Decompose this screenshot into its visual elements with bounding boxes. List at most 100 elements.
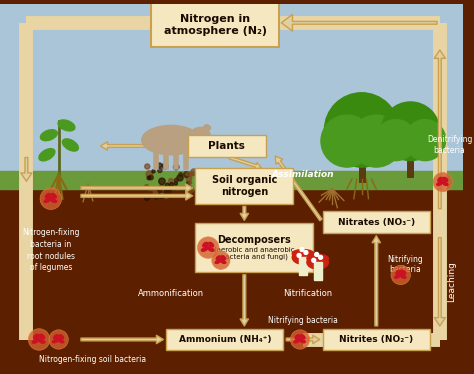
FancyBboxPatch shape [188,135,266,157]
Circle shape [405,120,446,160]
Circle shape [159,178,165,185]
Ellipse shape [437,183,442,186]
Circle shape [40,188,62,209]
Circle shape [164,194,168,199]
Circle shape [190,172,194,176]
Ellipse shape [53,340,58,343]
Circle shape [381,102,440,160]
Text: (aerobic and anaerobic
bacteria and fungi): (aerobic and anaerobic bacteria and fung… [214,246,294,260]
Text: Nitrifying
bacteria: Nitrifying bacteria [388,255,423,274]
Ellipse shape [221,261,226,263]
Circle shape [151,187,155,191]
Ellipse shape [63,139,78,151]
Circle shape [165,183,169,187]
Circle shape [165,189,170,194]
Circle shape [146,171,153,177]
Bar [314,262,321,280]
Ellipse shape [203,242,208,247]
Circle shape [158,188,162,192]
Circle shape [174,182,177,185]
Circle shape [375,120,416,160]
Circle shape [160,193,164,197]
Circle shape [291,330,310,349]
Circle shape [391,265,410,285]
Ellipse shape [216,256,220,260]
Text: Nitrogen in
atmosphere (N₂): Nitrogen in atmosphere (N₂) [164,13,266,36]
Ellipse shape [39,334,45,339]
Circle shape [198,237,219,258]
Circle shape [304,251,308,254]
Bar [299,257,307,275]
Circle shape [28,329,50,350]
Text: Decomposers: Decomposers [217,235,291,245]
FancyBboxPatch shape [195,168,293,203]
Ellipse shape [440,181,445,183]
Ellipse shape [48,197,53,200]
Ellipse shape [51,199,56,202]
Ellipse shape [219,259,223,261]
Ellipse shape [443,177,447,181]
Text: Soil organic
nitrogen: Soil organic nitrogen [212,175,277,197]
Circle shape [158,168,162,172]
Circle shape [168,178,173,183]
FancyBboxPatch shape [166,329,283,350]
Ellipse shape [399,274,403,276]
Ellipse shape [401,275,406,278]
Circle shape [157,163,162,168]
Ellipse shape [201,248,207,251]
Circle shape [165,188,171,195]
Ellipse shape [215,261,220,263]
Circle shape [186,175,192,181]
Ellipse shape [46,193,50,198]
Circle shape [174,178,178,182]
Ellipse shape [204,125,210,130]
Ellipse shape [300,340,305,343]
Circle shape [300,248,304,251]
Circle shape [170,183,173,186]
Circle shape [321,115,373,167]
Ellipse shape [59,340,64,343]
Ellipse shape [292,251,314,264]
Ellipse shape [298,338,302,341]
Circle shape [188,181,191,184]
Ellipse shape [142,125,201,155]
Circle shape [145,185,149,189]
Ellipse shape [208,248,214,251]
Ellipse shape [54,335,58,339]
Circle shape [162,163,168,169]
Text: Leaching: Leaching [447,261,456,302]
FancyBboxPatch shape [322,329,430,350]
Circle shape [433,172,452,192]
Text: Denitrifying
bacteria: Denitrifying bacteria [427,135,472,155]
Text: Nitrates (NO₃⁻): Nitrates (NO₃⁻) [338,218,415,227]
Ellipse shape [307,254,328,262]
Circle shape [145,164,150,169]
FancyBboxPatch shape [152,2,279,47]
Text: Ammonification: Ammonification [138,289,204,298]
Circle shape [159,193,164,198]
Circle shape [149,175,153,180]
Ellipse shape [39,340,45,343]
Circle shape [49,330,68,349]
Text: Ammonium (NH₄⁺): Ammonium (NH₄⁺) [179,335,271,344]
Ellipse shape [301,335,305,339]
Circle shape [191,169,197,175]
Circle shape [152,170,155,173]
Bar [0,171,463,189]
Circle shape [183,172,189,177]
Ellipse shape [34,334,39,339]
Text: Plants: Plants [208,141,245,151]
Circle shape [297,254,301,257]
Circle shape [319,255,322,259]
Ellipse shape [307,255,328,269]
Ellipse shape [295,335,300,339]
Ellipse shape [395,275,400,278]
Circle shape [147,176,151,180]
Circle shape [325,93,399,167]
Circle shape [312,258,316,262]
Circle shape [188,187,194,193]
FancyBboxPatch shape [322,211,430,233]
Circle shape [159,185,164,190]
Ellipse shape [438,177,442,181]
Ellipse shape [40,130,57,141]
